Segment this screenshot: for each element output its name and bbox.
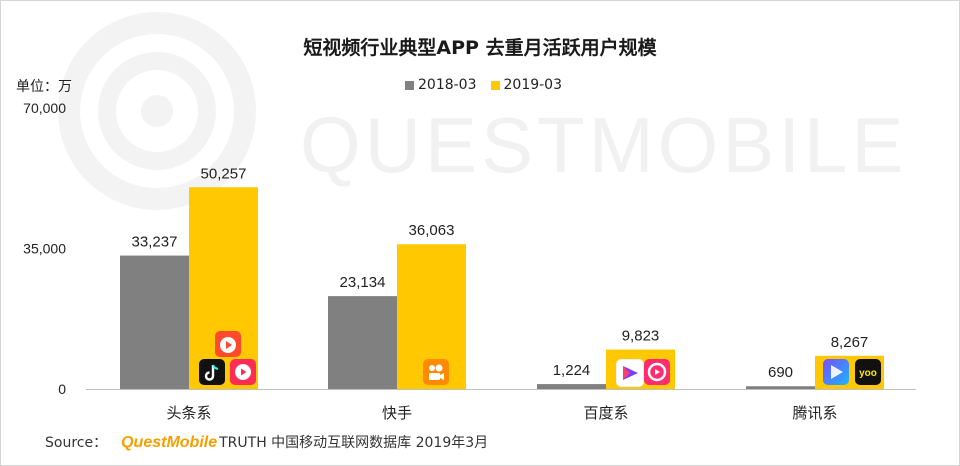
douyin-icon [199, 359, 225, 385]
data-label: 50,257 [201, 165, 247, 182]
legend-swatch-2018 [405, 80, 414, 90]
x-tick-label: 头条系 [166, 404, 211, 422]
legend-label-2019: 2019-03 [503, 77, 563, 93]
legend-label-2018: 2018-03 [418, 77, 477, 93]
y-tick-label: 35,000 [23, 241, 66, 257]
data-label: 690 [768, 364, 793, 381]
unit-label: 单位：万 [16, 79, 72, 95]
huoshan-video-icon [215, 331, 241, 357]
legend-item-2018: 2018-03 [405, 77, 477, 93]
weishi-icon [823, 359, 849, 385]
x-tick-label: 快手 [382, 404, 412, 422]
bar [746, 386, 815, 389]
haokan-video-icon [616, 359, 644, 387]
chart-title: 短视频行业典型APP 去重月活跃用户规模 [303, 37, 657, 59]
data-label: 36,063 [409, 222, 455, 239]
x-tick-label: 百度系 [583, 404, 628, 422]
y-tick-label: 70,000 [23, 100, 66, 116]
yoo-icon-text: yoo [859, 368, 877, 379]
legend: 2018-03 2019-03 [405, 77, 576, 93]
data-label: 33,237 [132, 234, 178, 251]
source-line: Source： QuestMobile TRUTH 中国移动互联网数据库 201… [45, 432, 488, 452]
legend-item-2019: 2019-03 [490, 77, 563, 93]
yoo-video-icon: yoo [855, 359, 881, 385]
source-text: TRUTH 中国移动互联网数据库 2019年3月 [219, 435, 489, 451]
source-brand: QuestMobile [121, 434, 218, 451]
kuaishou-icon [423, 359, 449, 385]
data-label: 1,224 [553, 362, 591, 379]
data-label: 9,823 [622, 328, 660, 345]
source-label: Source： [45, 435, 108, 451]
bar [537, 384, 606, 389]
legend-swatch-2019 [490, 80, 500, 90]
data-label: 8,267 [831, 334, 869, 351]
quanmin-video-icon [644, 359, 670, 385]
data-label: 23,134 [340, 274, 386, 291]
watermark-text: QUESTMOBILE [300, 101, 908, 189]
questmobile-watermark-logo-icon [58, 12, 256, 210]
xigua-video-icon [230, 359, 256, 385]
y-tick-label: 0 [58, 381, 66, 397]
bar [120, 255, 189, 389]
bar [328, 296, 397, 389]
x-tick-label: 腾讯系 [792, 404, 837, 422]
